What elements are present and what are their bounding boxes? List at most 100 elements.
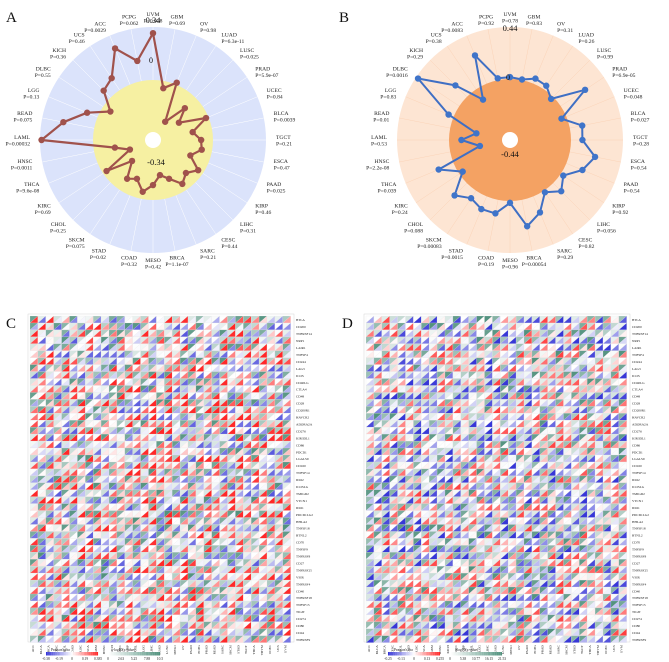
radar-point — [523, 223, 531, 230]
radar-pvalue-label: P=0.82 — [578, 244, 594, 250]
legend-rho-swatch — [82, 652, 84, 656]
heatmap-row-label: LAG3 — [296, 367, 305, 371]
legend-p-swatch — [121, 652, 123, 656]
radar-point — [467, 195, 475, 202]
radar-pvalue-label: P=0.83 — [380, 94, 396, 100]
heatmap-row-label: PDCD1LG2 — [296, 513, 313, 517]
heatmap-row-label: TNFSF15 — [296, 603, 310, 607]
radar-point — [134, 57, 141, 65]
heatmap-row-label: CD28 — [296, 402, 304, 406]
radar-point — [179, 180, 186, 188]
radar-pvalue-label: P=0.01 — [373, 118, 389, 124]
radar-point — [458, 136, 465, 144]
radar-pvalue-label: P=0.69 — [169, 21, 185, 27]
radar-category-label: READ — [374, 111, 389, 117]
radar-pvalue-label: P=0.44 — [221, 244, 237, 250]
radar-point — [476, 142, 484, 150]
radar-category-label: UVM — [503, 12, 516, 18]
legend-p-swatch — [122, 652, 124, 656]
heatmap-row-label: BTLA — [296, 318, 305, 322]
legend-rho-swatch — [70, 652, 73, 656]
radar-pvalue-label: P=9.6e-08 — [16, 189, 39, 195]
radar-category-label: UCS — [74, 33, 85, 39]
radar-pvalue-label: P=0.47 — [274, 165, 290, 171]
radar-pvalue-label: P=0.025 — [240, 55, 259, 61]
radar-category-label: KIRC — [37, 203, 51, 209]
heatmap-row-label: TNFSF18 — [296, 527, 310, 531]
radar-point — [492, 210, 499, 217]
radar-pvalue-label: P=0.0011 — [11, 165, 33, 171]
radar-pvalue-label: P=0.00054 — [522, 262, 547, 268]
legend-tick-label: 5.25 — [131, 657, 137, 661]
legend-rho-swatch — [91, 652, 93, 656]
radar-pvalue-label: P=0.98 — [200, 28, 216, 34]
radar-pvalue-label: P=0.027 — [631, 118, 650, 124]
legend-rho-swatch — [61, 652, 63, 656]
legend-p-swatch — [139, 652, 141, 656]
legend-p-swatch — [114, 652, 116, 656]
radar-pvalue-label: P=2.2e-08 — [366, 165, 389, 171]
radar-category-label: LGG — [28, 88, 40, 94]
legend-rho-swatch — [47, 652, 49, 656]
legend-rho-swatch — [83, 652, 86, 656]
radar-point — [83, 109, 91, 116]
radar-point — [160, 85, 167, 92]
heatmap-row-label: CD48 — [296, 395, 304, 399]
radar-point — [558, 188, 565, 195]
panel-letter-d: D — [342, 316, 353, 332]
heatmap-column-label: LIHC — [149, 644, 153, 653]
radar-point — [579, 122, 586, 129]
radar-category-label: BRCA — [526, 256, 541, 262]
radar-point — [194, 166, 202, 174]
radar-pvalue-label: P=6.3e-11 — [221, 39, 244, 45]
heatmap-row-label: TNFRSF25 — [296, 568, 312, 572]
legend-rho-swatch — [64, 652, 66, 656]
heatmap-c-legend-rho-title: Pearson's rho — [51, 648, 70, 652]
heatmap-row-label: IDO2 — [296, 478, 304, 482]
legend-rho-swatch — [57, 652, 60, 656]
radar-pvalue-label: P=0.32 — [121, 262, 137, 268]
legend-rho-swatch — [74, 652, 76, 656]
radar-pvalue-label: P=0.55 — [35, 73, 51, 79]
radar-point — [558, 115, 565, 122]
heatmap-row-label: CD160 — [296, 464, 306, 468]
radar-point — [161, 118, 169, 125]
heatmap-column-label: THYM — [260, 645, 264, 655]
legend-p-swatch — [143, 652, 145, 656]
heatmap-row-label: HHLA2 — [296, 520, 307, 524]
radar-category-label: PAAD — [267, 182, 282, 188]
heatmap-c-cells — [29, 315, 291, 643]
heatmap-column-label: BLCA — [39, 645, 43, 655]
radar-pvalue-label: P=0.088 — [404, 228, 423, 234]
heatmap-column-label: GBM — [94, 645, 98, 653]
legend-p-swatch — [134, 652, 136, 656]
radar-point — [38, 136, 45, 144]
radar-pvalue-label: P=0.36 — [50, 55, 66, 61]
radar-category-label: ACC — [94, 21, 106, 27]
radar-pvalue-label: P=0.31 — [240, 228, 256, 234]
radar-category-label: SARC — [200, 249, 215, 255]
legend-rho-swatch — [59, 652, 61, 656]
radar-category-label: MESO — [145, 258, 161, 264]
radar-point — [414, 75, 422, 82]
radar-category-label: SARC — [557, 249, 572, 255]
radar-category-label: THCA — [24, 182, 39, 188]
radar-category-label: GBM — [171, 14, 184, 20]
legend-p-swatch — [137, 652, 140, 656]
legend-p-swatch — [152, 652, 154, 656]
heatmap-column-label: SARC — [221, 644, 225, 654]
radar-point — [451, 192, 458, 199]
heatmap-row-label: KIR3DL1 — [296, 436, 310, 440]
legend-p-swatch — [130, 652, 132, 656]
legend-p-swatch — [131, 652, 133, 656]
radar-point — [532, 75, 539, 82]
radar-point — [547, 95, 555, 103]
radar-point — [123, 175, 131, 182]
legend-p-swatch — [128, 652, 131, 656]
radar-pvalue-label: P=0.056 — [597, 228, 616, 234]
radar-category-label: CESC — [578, 237, 592, 243]
legend-tick-label: 2.63 — [118, 657, 124, 661]
